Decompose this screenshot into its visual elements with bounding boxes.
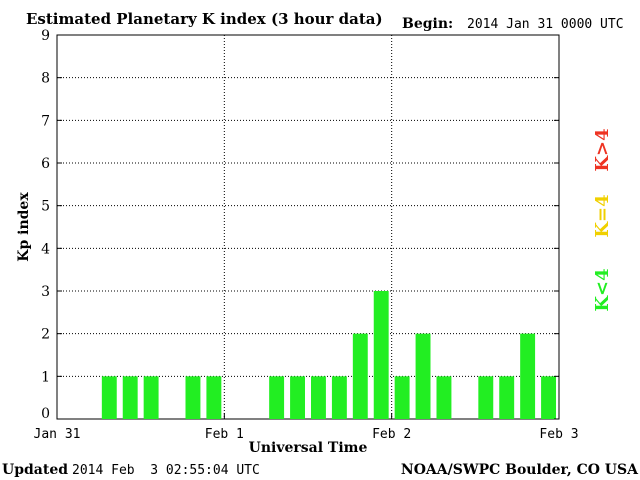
y-tick-label: 0 — [41, 406, 50, 422]
x-tick-label: Feb 3 — [539, 427, 578, 442]
kp-bar — [290, 376, 305, 419]
y-tick-label: 7 — [41, 113, 50, 129]
y-tick-label: 2 — [41, 327, 50, 343]
y-tick-label: 1 — [41, 369, 50, 385]
kp-bar — [185, 376, 201, 419]
kp-bar — [331, 376, 347, 419]
updated-value: 2014 Feb 3 02:55:04 UTC — [72, 463, 260, 478]
legend-k-equal-4: K=4 — [592, 194, 613, 237]
kp-bar — [520, 333, 536, 419]
source-credit: NOAA/SWPC Boulder, CO USA — [401, 462, 639, 478]
x-axis: Jan 31 Feb 1 Feb 2 Feb 3 — [34, 413, 579, 442]
plot-area — [56, 34, 560, 420]
y-axis-label: Kp index — [16, 192, 32, 262]
kp-bar — [122, 376, 138, 419]
y-tick-label: 6 — [41, 156, 50, 172]
y-tick-label: 3 — [41, 284, 50, 300]
y-tick-label: 8 — [41, 71, 50, 87]
legend-k-below-4: K<4 — [592, 268, 613, 311]
chart-title: Estimated Planetary K index (3 hour data… — [26, 10, 383, 28]
y-tick-label: 5 — [41, 199, 50, 215]
begin-label: Begin: — [402, 16, 453, 32]
x-axis-label: Universal Time — [249, 440, 368, 456]
begin-value: 2014 Jan 31 0000 UTC — [467, 17, 624, 32]
kp-bar — [478, 376, 494, 419]
kp-bar — [269, 376, 285, 419]
grid-lines — [57, 34, 559, 419]
kp-bar — [311, 376, 326, 419]
bars — [101, 291, 556, 419]
y-axis: 0 1 2 3 4 5 6 7 8 9 — [41, 28, 559, 422]
y-tick-label: 9 — [41, 28, 50, 44]
kp-bar — [541, 376, 556, 419]
kp-bar — [415, 333, 431, 419]
x-tick-label: Jan 31 — [34, 427, 81, 442]
kp-bar — [436, 376, 452, 419]
updated-label: Updated — [2, 462, 68, 478]
x-tick-label: Feb 2 — [372, 427, 411, 442]
kp-bar — [101, 376, 117, 419]
kp-bar — [143, 376, 159, 419]
kp-bar — [499, 376, 515, 419]
x-tick-label: Feb 1 — [205, 427, 244, 442]
kp-bar — [373, 291, 389, 419]
kp-bar — [352, 333, 368, 419]
kp-bar — [394, 376, 410, 419]
y-tick-label: 4 — [41, 241, 50, 257]
legend-k-above-4: K>4 — [592, 128, 613, 171]
kp-bar — [206, 376, 222, 419]
